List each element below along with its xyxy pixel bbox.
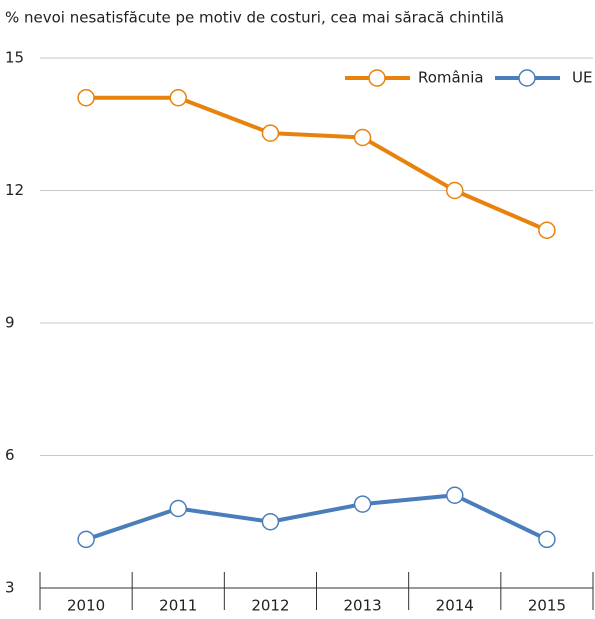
series-line: [86, 95, 548, 233]
legend-label: România: [418, 69, 484, 87]
point: [538, 221, 556, 239]
point: [77, 530, 95, 549]
point: [261, 124, 280, 142]
point: [353, 128, 372, 147]
x-tick-label: 2014: [436, 597, 474, 615]
y-tick-label: 9: [5, 314, 15, 332]
point: [538, 530, 556, 549]
y-tick-label: 15: [5, 49, 24, 67]
legend-marker: [518, 69, 536, 87]
point: [77, 89, 95, 107]
point: [169, 499, 187, 518]
point: [353, 495, 372, 513]
y-tick-label: 6: [5, 446, 15, 464]
x-tick-label: 2015: [528, 597, 566, 615]
chart-title: % nevoi nesatisfăcute pe motiv de costur…: [5, 9, 504, 27]
y-tick-label: 12: [5, 181, 24, 199]
point: [446, 181, 464, 200]
point: [169, 89, 187, 107]
legend-label: UE: [572, 69, 592, 87]
x-tick-label: 2011: [159, 597, 197, 615]
x-tick-label: 2013: [343, 597, 381, 615]
x-tick-label: 2010: [67, 597, 105, 615]
legend-marker: [368, 69, 386, 87]
series-line: [85, 493, 548, 542]
point: [261, 513, 280, 531]
x-tick-label: 2012: [251, 597, 289, 615]
point: [446, 486, 464, 504]
y-tick-label: 3: [5, 579, 15, 597]
